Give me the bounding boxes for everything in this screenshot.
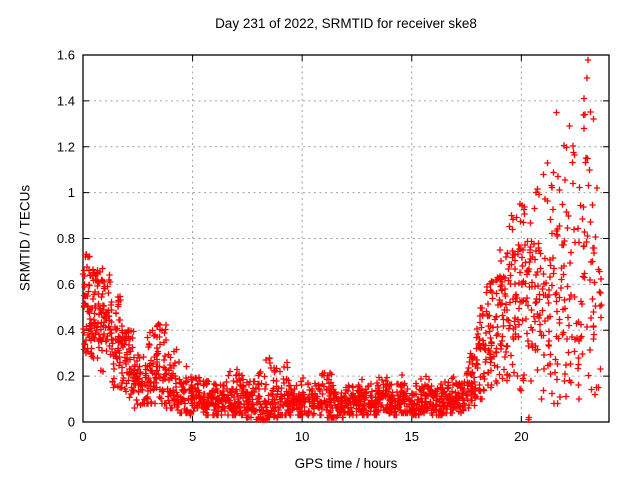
y-tick-label: 1.2 — [57, 139, 75, 154]
x-tick-label: 5 — [189, 429, 196, 444]
y-tick-label: 0.6 — [57, 277, 75, 292]
x-axis-label: GPS time / hours — [294, 456, 398, 471]
y-tick-label: 1.4 — [57, 93, 75, 108]
y-tick-label: 0 — [68, 415, 75, 430]
y-tick-label: 1.6 — [57, 48, 75, 63]
y-tick-label: 0.2 — [57, 369, 75, 384]
x-tick-label: 15 — [405, 429, 419, 444]
y-tick-label: 1 — [68, 185, 75, 200]
scatter-plus-markers — [79, 56, 605, 424]
y-tick-label: 0.4 — [57, 323, 75, 338]
y-axis-label: SRMTID / TECUs — [17, 184, 33, 292]
x-tick-label: 20 — [514, 429, 528, 444]
chart-title: Day 231 of 2022, SRMTID for receiver ske… — [215, 16, 477, 31]
plot-border — [82, 54, 610, 423]
x-tick-label: 10 — [295, 429, 309, 444]
x-tick-label: 0 — [79, 429, 86, 444]
y-tick-label: 0.8 — [57, 231, 75, 246]
